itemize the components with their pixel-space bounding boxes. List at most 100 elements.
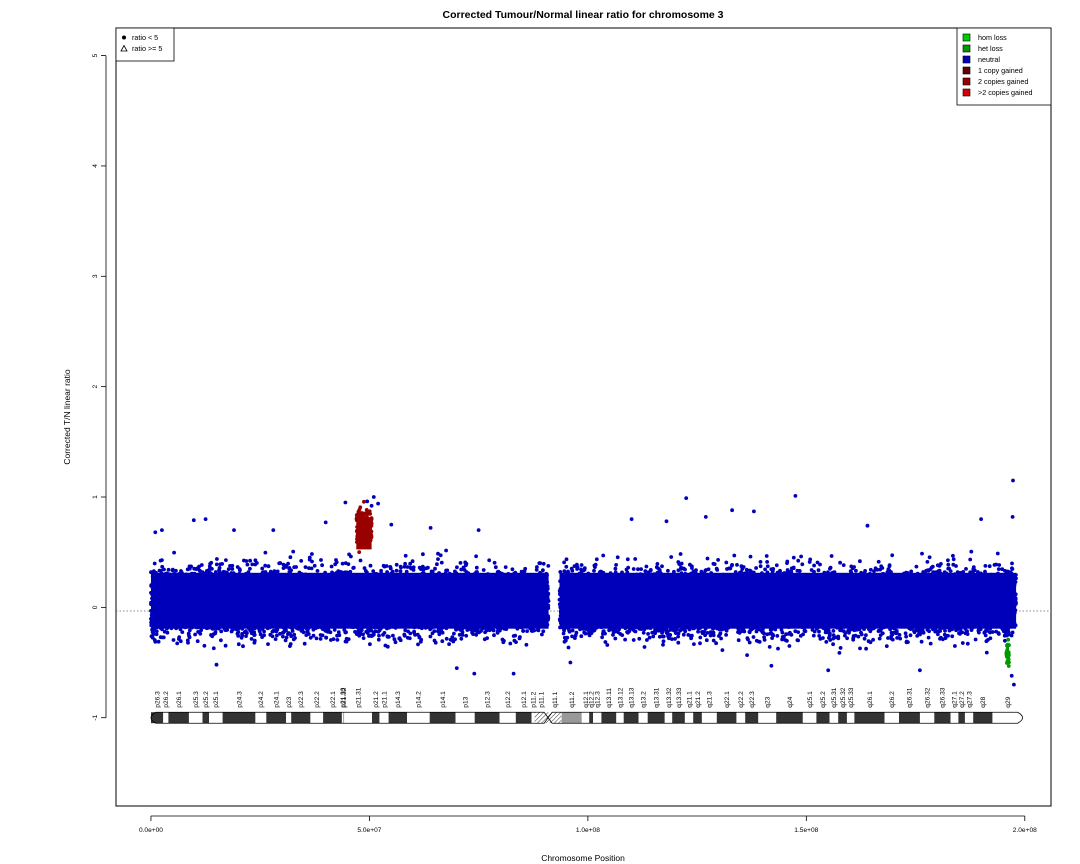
data-point — [198, 631, 203, 636]
data-point — [482, 637, 487, 642]
data-point — [394, 562, 399, 567]
data-point — [492, 633, 496, 638]
data-point — [149, 634, 154, 639]
data-point — [492, 560, 497, 565]
data-point — [534, 567, 539, 572]
data-point — [521, 629, 526, 633]
data-point — [312, 563, 317, 568]
data-point — [382, 631, 387, 635]
chart-title: Corrected Tumour/Normal linear ratio for… — [442, 9, 723, 21]
data-point — [447, 642, 451, 646]
data-point — [362, 566, 367, 570]
data-point — [398, 569, 403, 574]
data-point — [219, 638, 223, 643]
data-point — [170, 568, 175, 573]
plot-frame — [115, 27, 1052, 807]
data-point — [266, 564, 271, 569]
data-point — [421, 568, 426, 573]
data-point — [337, 633, 342, 638]
series-neutral — [149, 478, 1018, 687]
data-point — [435, 562, 439, 567]
data-point — [175, 641, 180, 646]
data-point — [210, 567, 214, 571]
data-point — [211, 646, 216, 651]
data-point — [305, 628, 310, 633]
data-point — [340, 561, 345, 566]
data-point — [263, 550, 268, 555]
data-point — [283, 638, 288, 643]
data-point — [217, 569, 222, 573]
data-point — [290, 629, 295, 633]
data-point — [334, 558, 338, 562]
data-point — [403, 553, 408, 558]
data-point — [493, 565, 498, 570]
data-point — [343, 561, 348, 565]
data-point — [412, 630, 416, 635]
data-point — [210, 634, 215, 639]
data-point — [224, 558, 228, 562]
data-point — [474, 554, 478, 559]
data-point — [510, 567, 515, 572]
data-point — [538, 561, 543, 566]
data-point — [329, 638, 333, 642]
data-point — [336, 630, 341, 635]
data-point — [288, 555, 293, 560]
data-point — [287, 631, 291, 636]
data-point — [452, 631, 456, 636]
data-point — [407, 636, 412, 641]
data-point — [358, 558, 363, 563]
data-point — [433, 640, 438, 645]
data-point — [154, 632, 159, 637]
data-point — [244, 559, 249, 563]
data-point — [351, 565, 356, 570]
data-point — [417, 635, 422, 640]
data-point — [474, 565, 479, 570]
data-point — [187, 634, 191, 638]
data-point — [281, 630, 285, 635]
data-point — [430, 631, 435, 636]
data-points — [149, 478, 1018, 687]
data-point — [408, 631, 413, 636]
data-point — [398, 564, 403, 569]
data-point — [152, 569, 156, 574]
data-point — [299, 559, 304, 563]
data-point — [214, 562, 219, 567]
data-point — [244, 629, 248, 634]
data-point — [278, 561, 283, 565]
data-point — [525, 629, 529, 633]
data-point — [536, 628, 541, 633]
data-point — [428, 634, 433, 639]
data-point — [310, 552, 314, 556]
data-point — [487, 558, 492, 563]
data-point — [403, 628, 408, 633]
data-point — [426, 565, 430, 570]
data-point — [324, 635, 328, 640]
data-point — [394, 568, 399, 573]
data-point — [365, 631, 370, 635]
data-point — [223, 643, 228, 648]
data-point — [172, 550, 177, 555]
data-point — [308, 635, 313, 640]
data-point — [453, 569, 457, 574]
data-point — [524, 642, 529, 647]
data-point — [249, 637, 254, 641]
data-point — [416, 642, 420, 647]
data-point — [303, 565, 308, 569]
data-point — [503, 565, 508, 569]
data-point — [458, 561, 463, 565]
data-point — [165, 630, 170, 635]
data-point — [236, 642, 241, 647]
data-point — [238, 568, 242, 573]
data-point — [310, 559, 314, 564]
data-point — [226, 567, 231, 571]
data-point — [450, 635, 455, 639]
data-point — [470, 630, 474, 635]
data-point — [440, 639, 445, 644]
data-point — [258, 632, 263, 637]
data-point — [392, 637, 397, 642]
data-point — [235, 565, 240, 569]
data-point — [245, 562, 250, 567]
data-point — [421, 552, 425, 557]
data-point — [513, 633, 518, 638]
